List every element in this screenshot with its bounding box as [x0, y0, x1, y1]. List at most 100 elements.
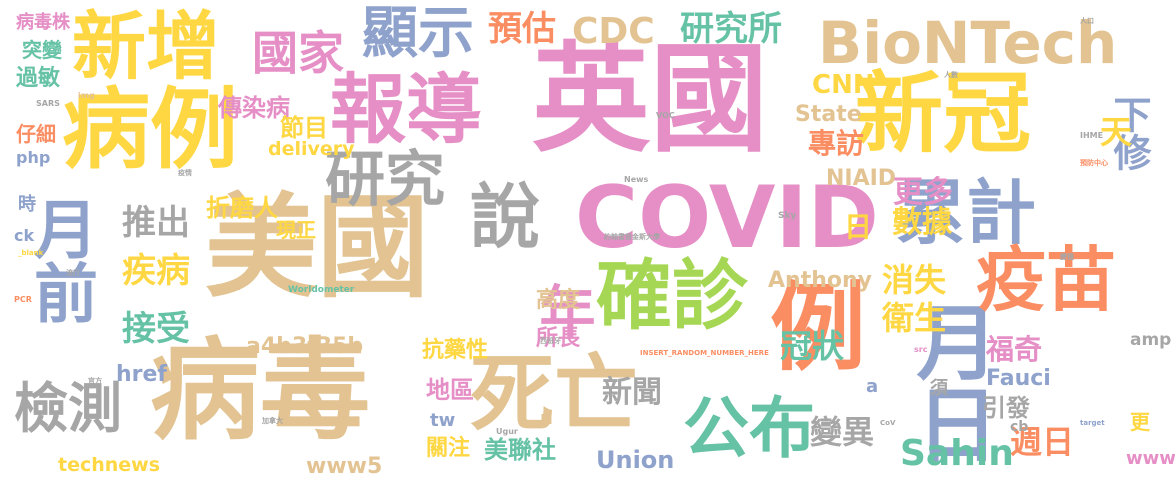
word-a: a [866, 376, 879, 397]
word-announce: 公布 [683, 390, 815, 467]
word-count: 人數 [944, 71, 958, 79]
word-uk: 英國 [532, 30, 769, 168]
word-sars: SARS [36, 99, 60, 108]
word-say: 說 [470, 176, 540, 258]
word-anthony: Anthony [768, 268, 872, 293]
word-must: 須 [930, 378, 948, 399]
word-canada: 加拿大 [262, 417, 283, 425]
word-confirmed: 確診 [596, 251, 748, 340]
word-cb: cb [1010, 419, 1029, 435]
word-prevention-center: 預防中心 [1080, 159, 1108, 167]
word-month-before: 月前 [23, 196, 97, 324]
word-now: 現正 [276, 218, 316, 242]
word-new-added: 新增 [72, 4, 220, 90]
word-sky: Sky [778, 211, 797, 221]
word-tw: tw [430, 410, 456, 431]
word-height: 高度 [536, 288, 581, 313]
word-fauci-cn: 福奇 [986, 333, 1043, 366]
word-launch: 推出 [122, 203, 190, 243]
word-region: 地區 [426, 376, 474, 404]
word-outbreak: 疫情 [178, 169, 192, 177]
word-a4b3f35b: a4b3f35b [246, 334, 364, 359]
word-spain: 西班牙 [540, 337, 561, 345]
word-time: 時 [18, 194, 36, 215]
word-death: 死亡 [470, 345, 639, 443]
word-day: 天 [1100, 113, 1133, 151]
word-delivery: delivery [268, 138, 355, 160]
word-cov: CoV [880, 419, 896, 427]
word-accept: 接受 [122, 309, 190, 349]
word-coronavirus: 冠狀 [780, 327, 845, 365]
word-ihme: IHME [1080, 131, 1104, 140]
word-virus: 病毒 [150, 327, 370, 455]
word-data: 數據 [892, 205, 952, 240]
word-estimate: 預估 [488, 9, 556, 49]
word-official: 官方 [88, 377, 102, 385]
word-infectious: 傳染病 [218, 94, 290, 122]
word-instance: 例 [770, 272, 866, 384]
word-institute: 研究所 [680, 9, 782, 49]
word-voc: VOC [656, 111, 675, 120]
word-revise-down: 下修 [1107, 95, 1151, 171]
word-mutation: 變異 [810, 413, 875, 451]
word-strain: 病毒株 [16, 12, 70, 33]
word-news: 新聞 [602, 375, 662, 410]
word-attention: 關注 [426, 436, 471, 461]
word-allergy: 過敏 [16, 66, 61, 91]
word-date: 日 [840, 212, 873, 240]
word-php: php [16, 148, 51, 167]
word-href: href [116, 362, 168, 387]
word-target: target [1080, 419, 1105, 427]
word-blank: _blank [18, 249, 44, 257]
word-union: Union [596, 446, 675, 474]
word-show: 顯示 [362, 1, 474, 66]
word-more-single: 更 [1130, 410, 1150, 434]
word-cases: 病例 [62, 78, 239, 181]
word-trigger: 引發 [982, 394, 1030, 422]
word-ugur: Ugur [496, 427, 518, 436]
word-usa: 美國 [205, 183, 429, 313]
word-testing: 檢測 [14, 377, 122, 440]
word-worldometer: Worldometer [288, 285, 355, 295]
word-www5: www5 [306, 454, 383, 479]
word-population: 人口 [1080, 17, 1094, 25]
word-torment: 折磨人 [206, 194, 278, 222]
word-cnn: CNN [812, 70, 875, 100]
word-vaccine: 疫苗 [976, 239, 1116, 321]
word-jhu: 約翰霍普金斯大學 [604, 233, 660, 241]
word-disappear: 消失 [882, 261, 947, 299]
word-careful: 仔細 [16, 122, 56, 146]
word-technews: technews [58, 454, 161, 476]
word-biontech: BioNTech [818, 9, 1118, 77]
word-epidemic: 流行 [66, 269, 80, 277]
word-cumulative: 累計 [896, 172, 1036, 254]
word-n: n [540, 408, 553, 429]
word-sudden-mutation: 突變 [22, 38, 62, 62]
word-report: 報導 [330, 65, 482, 154]
word-interview: 專訪 [808, 127, 865, 160]
word-ap: 美聯社 [484, 436, 556, 464]
word-ck: ck [14, 226, 35, 245]
word-month-day: 月日 [902, 300, 997, 464]
word-fauci: Fauci [986, 366, 1051, 391]
word-state: State [795, 102, 862, 127]
word-src: src [914, 345, 928, 354]
word-country: 國家 [252, 26, 344, 80]
word-insert-random: INSERT_RANDOM_NUMBER_HERE [640, 349, 769, 357]
word-disease: 疾病 [122, 251, 190, 291]
word-img: img [78, 91, 95, 100]
word-research: 研究 [325, 145, 445, 215]
word-covid: COVID [575, 168, 879, 268]
word-more: 更多 [893, 175, 953, 210]
word-new-crown: 新冠 [855, 62, 1032, 165]
word-sunday: 週日 [1010, 423, 1075, 461]
word-niaid: NIAID [826, 166, 897, 191]
word-program: 節目 [280, 114, 328, 142]
word-health: 衛生 [882, 299, 947, 337]
word-pcr: PCR [14, 295, 32, 304]
word-year: 年 [530, 282, 595, 338]
word-news-en: News [624, 175, 649, 184]
word-variant: 變種 [1060, 253, 1074, 261]
word-director: 所長 [536, 326, 581, 351]
